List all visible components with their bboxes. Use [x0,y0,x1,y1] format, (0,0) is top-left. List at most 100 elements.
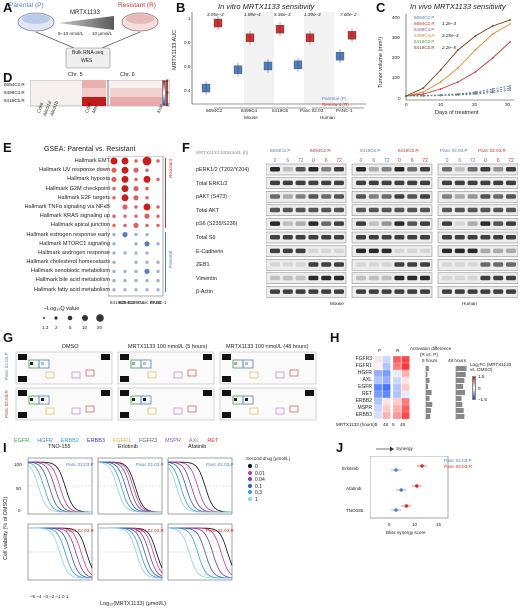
f-band-0-12 [442,167,452,172]
e-dot-9-4 [156,242,160,246]
h-hour-3: 48 [400,422,406,427]
f-band-6-12 [442,248,452,254]
e-term-10: Hallmark androgen response [38,249,110,256]
f-band-2-5 [334,194,344,199]
f-drug-header: MRTX1133 100nmol/L (h) [196,150,249,155]
e-dot-13-3 [145,278,149,283]
g-hgfr-box-1-0 [38,395,50,405]
f-blot-label-0: pERK1/2 (T202/Y204) [196,167,250,173]
f-blot-frame-1-1 [351,177,433,189]
box-series [201,16,357,96]
e-dot-6-2 [134,214,138,218]
c-point-6419C5.P-1 [422,95,425,97]
f-band-5-12 [442,235,452,240]
d-legend-hi: 2 [166,78,169,83]
h-cell-3-3 [401,376,410,385]
h-col-p: P [378,348,382,353]
e-dot-0-3 [142,156,152,166]
c-point-6419C5.R-4 [474,35,477,37]
c-point-6419C5.R-3 [457,49,459,51]
h-cell-5-3 [401,390,410,399]
e-dot-7-0 [112,223,116,228]
g-legend-erbb3: ERBB3 [86,438,105,444]
g-legend-fgfr3: FGFR3 [139,438,158,444]
g-ref-spot-bl-1-0 [18,412,27,418]
f-band-9-8 [381,289,392,294]
e-dot-7-1 [123,223,127,228]
c-point-6499C4.P-6 [509,87,511,89]
f-blot-frame-6-1 [351,245,433,257]
b-group-4: PANC-1 [336,108,353,113]
f-time-11: 72 [422,158,428,164]
g-hgfr-box-1-1 [140,395,152,405]
e-dotplot [108,156,164,297]
f-blot-label-1: Total ERK1/2 [196,180,228,187]
i-legend-title: Second drug (μmol/L) [246,456,291,461]
f-band-0-9 [394,167,405,172]
f-band-0-16 [493,167,504,172]
g-egfr-spot-0-2 [234,362,237,365]
e-size-5 [96,314,104,322]
f-blot-frame-9-0 [266,286,347,298]
i-ylabel: Cell viability (% of DMSO) [3,496,9,560]
f-blot-frame-4-1 [351,218,433,230]
c-point-6499C4.R-5 [491,33,494,35]
f-band-2-13 [454,194,465,199]
f-band-9-12 [442,289,452,294]
f-band-5-5 [334,235,344,240]
h-bar5-7 [426,408,431,413]
f-band-7-4 [321,262,332,267]
e-dot-2-4 [156,177,160,182]
h-bar5-8 [426,414,431,419]
f-blot-frame-3-2 [437,204,518,216]
j-plot [370,456,449,519]
h-row-mspr: MSPR [357,405,372,411]
g-ref-spot-tr-0-1 [203,354,212,360]
i-legend-item-1: 0.01 [248,470,288,478]
f-band-9-11 [420,289,430,294]
c-point-6419C5.P-3 [457,94,459,96]
h-cell-2-0 [373,369,383,378]
f-band-1-6 [356,180,366,186]
e-dot-7-3 [145,223,149,228]
b-group-1: 6499C4 [241,108,258,113]
f-blots: 0 6 72 0 6 72 0 6 72 0 6 72 0 6 72 0 6 72 [266,158,518,298]
e-term-list: Hallmark EMT Hallmark UV response down Hal… [6,157,110,295]
f-band-1-16 [493,180,504,186]
d-legend-mid: 0 [166,90,169,95]
h-cell-2-1 [382,369,391,378]
f-species-mouse: Mouse [330,301,344,306]
e-dot-4-1 [121,194,129,202]
h-row-axl: AXL [362,377,372,383]
f-band-8-10 [407,275,418,281]
f-blot-frame-6-0 [266,245,347,257]
g-egfr-spot-1-2 [234,398,237,401]
f-band-4-14 [467,221,478,226]
f-band-8-2 [295,275,306,281]
e-size-1-label: 1.3 [42,325,49,330]
f-band-6-16 [493,248,504,254]
f-band-2-1 [282,194,293,199]
f-band-1-13 [454,180,465,186]
g-hgfr-box-0-0 [38,359,50,369]
e-dot-1-1 [121,166,129,174]
c-point-6499C4.P-5 [491,90,494,92]
c-ytick-0: 0 [398,96,401,101]
e-dot-2-1 [121,175,129,183]
c-legend-5-p: 2.2e–5 [442,45,457,50]
h-bar48-8 [456,414,465,419]
f-blot-frame-1-2 [437,177,518,189]
h-cell-3-0 [373,376,383,385]
g-legend-mspr: MSPR [165,438,181,444]
e-dot-1-3 [145,168,149,172]
f-band-8-3 [308,275,319,281]
i-curve-0-2-4 [167,463,232,513]
g-fgfr1-box-0-1 [147,371,157,379]
f-band-3-6 [356,207,366,213]
arrow-right [101,31,141,49]
c-point-6419C5.R-2 [439,69,442,71]
h-row-fgfr1: FGFR1 [355,363,372,369]
f-band-7-5 [334,262,344,267]
e-dot-11-3 [145,260,149,264]
f-band-9-2 [295,289,306,294]
